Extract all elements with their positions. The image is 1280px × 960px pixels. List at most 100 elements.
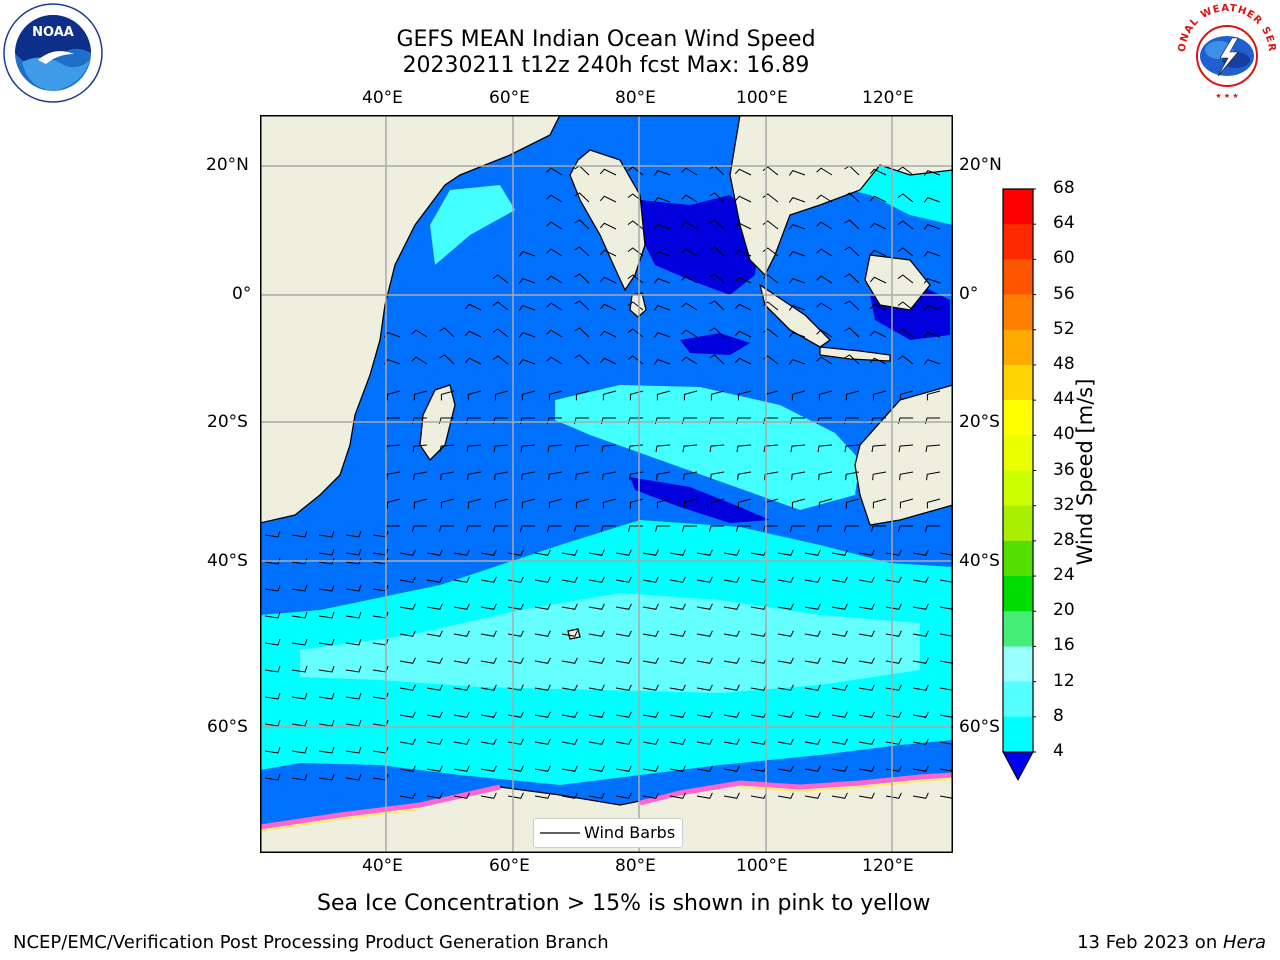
lat-label-right: 60°S [959,717,1000,737]
wind-barb [816,221,833,230]
colorbar-bin [1003,435,1033,471]
wind-barb [734,222,752,230]
wind-barb [440,471,455,481]
wind-barb [681,302,698,311]
wind-barb [399,630,416,637]
wind-barb [615,765,632,772]
wind-barb [548,390,563,401]
wind-barb [762,193,779,203]
wind-barb [561,603,578,610]
wind-barb [737,390,752,401]
calm-equatorial [680,333,750,355]
wind-barb [480,630,497,637]
wind-barb [493,444,509,453]
wind-barb [426,657,443,664]
wind-barb [843,525,859,532]
land-sri-lanka [629,292,647,318]
wind-barb [615,792,632,799]
wind-barb [696,549,713,556]
wind-barb [777,765,794,772]
wind-barb [588,576,605,583]
wind-barb [869,357,887,365]
lat-label-left: 60°S [207,717,248,737]
wind-barb [318,719,335,727]
wind-barb [574,273,590,284]
wind-barb [588,792,605,799]
wind-barb [588,711,605,718]
wind-barb [534,657,551,664]
wind-barb [264,530,281,538]
wind-barb [788,278,806,284]
legend-label: Wind Barbs [584,823,676,842]
wind-barb [399,549,416,556]
wind-barb [345,557,362,565]
colorbar-bin [1003,646,1033,683]
wind-barb [831,684,848,691]
wind-barb [318,638,335,646]
wind-barb [709,192,725,203]
wind-barb [291,665,308,673]
wind-barb [897,355,914,365]
wind-barb [345,692,362,700]
wind-barb [804,684,821,691]
wind-barb [546,329,563,338]
wind-band-tropical [555,385,860,510]
wind-barb [844,354,860,365]
wind-barb [777,576,794,583]
wind-barb [291,557,308,565]
wind-barb [399,792,416,799]
wind-barb [816,275,833,284]
wind-barb [656,390,671,401]
wind-barb [492,274,509,284]
wind-barb [844,219,860,230]
lon-label-top: 120°E [862,88,914,108]
wind-barb [318,584,335,592]
wind-barb [546,275,563,284]
footer-organization: NCEP/EMC/Verification Post Processing Pr… [13,932,609,953]
wind-barb [480,603,497,610]
wind-barb [912,765,929,772]
colorbar-tick-label: 32 [1053,494,1075,515]
wind-barb [480,576,497,583]
wind-barb [681,356,698,365]
wind-barb [925,444,941,453]
wind-barb [588,765,605,772]
wind-barb [669,792,686,799]
colorbar-tick-label: 16 [1053,635,1075,656]
colorbar-tick-label: 12 [1053,670,1075,691]
wind-barb [816,194,833,203]
wind-barb [735,525,751,532]
wind-barb [412,444,428,453]
wind-barb [923,278,941,284]
wind-barb [494,498,509,509]
wind-barb [844,444,860,453]
wind-barb [734,249,752,257]
wind-barb [467,498,482,509]
colorbar-tick-label: 60 [1053,248,1075,269]
wind-barb [439,354,455,365]
wind-barb [411,356,428,365]
wind-barb [411,525,427,532]
wind-barb [561,765,578,772]
wind-barb [642,657,659,664]
wind-barb [599,168,617,176]
wind-barb [923,332,941,338]
wind-barb [845,498,860,509]
wind-barb [791,471,806,481]
wind-barb [264,557,281,565]
lon-label-bottom: 40°E [362,856,403,876]
wind-barb [318,548,335,556]
wind-barb [734,195,752,203]
wind-barb [519,525,535,532]
wind-barb [467,471,482,481]
wind-barb [845,390,860,401]
wind-barb [521,390,536,401]
wind-barb [574,444,590,453]
wind-barb [291,692,308,700]
wind-barb [575,471,590,481]
wind-barb [642,792,659,799]
wind-barb [804,603,821,610]
wind-barb [816,167,833,176]
wind-barb [642,549,659,556]
wind-barb [518,359,536,365]
